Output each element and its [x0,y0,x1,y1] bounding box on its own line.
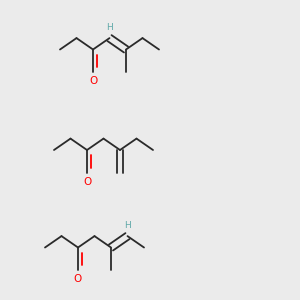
Text: O: O [83,177,91,187]
Text: H: H [124,220,131,230]
Text: O: O [89,76,97,86]
Text: H: H [106,22,113,32]
Text: O: O [74,274,82,284]
